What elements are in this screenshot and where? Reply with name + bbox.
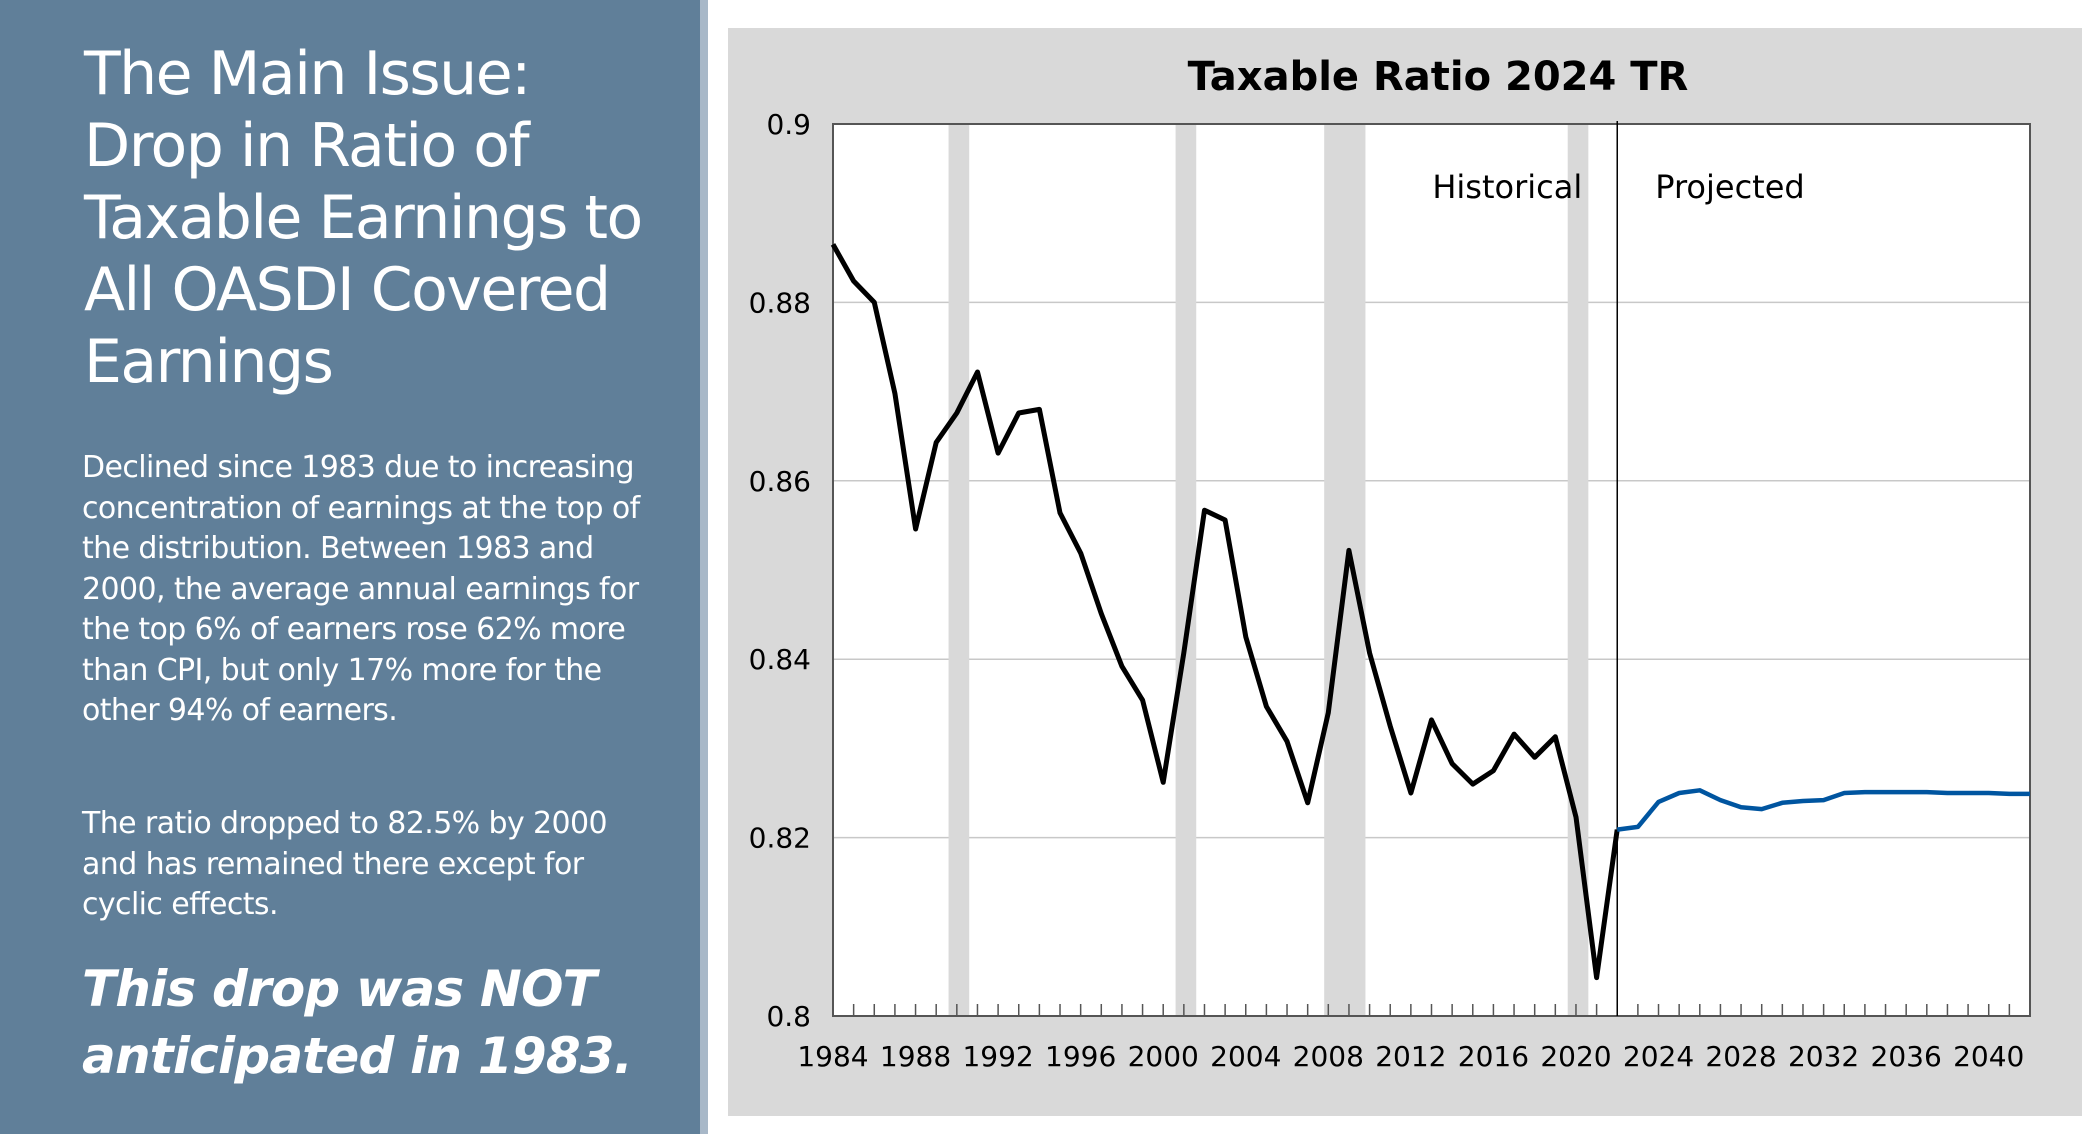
taxable-ratio-chart: 0.8 0.82 0.84 0.86 0.88 0.9 1984 1988 1992 1996 20… xyxy=(749,54,2031,1073)
x-tick-label: 2020 xyxy=(1540,1040,1611,1073)
recession-band xyxy=(1175,124,1197,1016)
projected-series-line xyxy=(1616,788,2030,832)
x-tick-label: 2028 xyxy=(1705,1040,1776,1073)
y-tick-label: 0.8 xyxy=(766,1000,811,1033)
x-tick-label: 2032 xyxy=(1788,1040,1859,1073)
historical-series-line xyxy=(830,243,1620,981)
projected-label: Projected xyxy=(1655,168,1804,206)
x-tick-label: 2004 xyxy=(1210,1040,1281,1073)
x-tick-label: 2040 xyxy=(1953,1040,2024,1073)
slide-title: The Main Issue: Drop in Ratio of Taxable… xyxy=(84,39,643,397)
chart-container: 0.8 0.82 0.84 0.86 0.88 0.9 1984 1988 1992 1996 20… xyxy=(728,28,2082,1116)
x-tick-label: 2016 xyxy=(1458,1040,1529,1073)
x-tick-label: 2008 xyxy=(1293,1040,1364,1073)
panel-divider xyxy=(700,0,708,1134)
x-tick-label: 1984 xyxy=(797,1040,868,1073)
chart-title: Taxable Ratio 2024 TR xyxy=(1188,54,1689,100)
x-tick-label: 2012 xyxy=(1375,1040,1446,1073)
historical-label: Historical xyxy=(1432,168,1582,206)
y-tick-label: 0.86 xyxy=(749,465,811,498)
x-tick-label: 1988 xyxy=(880,1040,951,1073)
y-tick-label: 0.82 xyxy=(749,822,811,855)
recession-band xyxy=(1567,124,1589,1016)
y-tick-label: 0.84 xyxy=(749,643,811,676)
callout-text: This drop was NOT anticipated in 1983. xyxy=(82,960,633,1085)
x-tick-label: 2036 xyxy=(1871,1040,1942,1073)
recession-band xyxy=(948,124,970,1016)
x-tick-label: 2000 xyxy=(1128,1040,1199,1073)
y-tick-label: 0.88 xyxy=(749,286,811,319)
ratio-paragraph: The ratio dropped to 82.5% by 2000 and h… xyxy=(82,806,608,922)
y-tick-label: 0.9 xyxy=(766,108,811,141)
plot-area xyxy=(833,124,2030,1016)
x-tick-label: 2024 xyxy=(1623,1040,1694,1073)
x-tick-label: 1992 xyxy=(962,1040,1033,1073)
x-tick-label: 1996 xyxy=(1045,1040,1116,1073)
slide-text-panel: The Main Issue: Drop in Ratio of Taxable… xyxy=(0,0,700,1134)
explanation-paragraph: Declined since 1983 due to increasing co… xyxy=(82,450,640,728)
